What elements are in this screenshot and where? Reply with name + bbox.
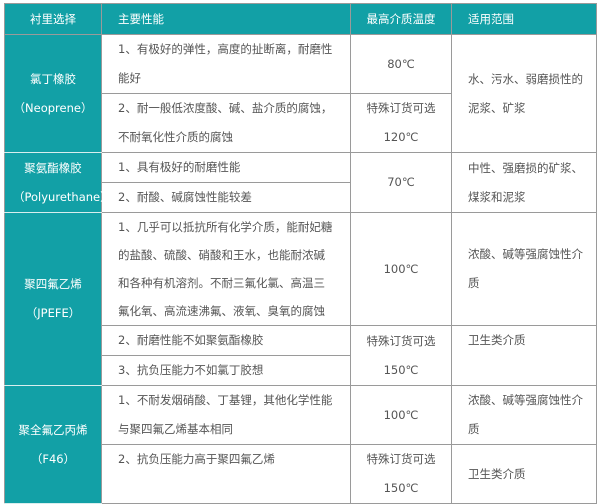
- performance-cell: 2、抗负压能力高于聚四氟乙烯: [101, 444, 351, 504]
- header-temperature: 最高介质温度: [350, 3, 452, 35]
- table-row: 聚四氟乙烯 （JPEFE） 1、几乎可以抵抗所有化学介质，能耐妃糖 的盐酸、硫酸…: [4, 212, 597, 386]
- table-row: 3、抗负压能力不如氯丁胶想: [5, 355, 597, 386]
- performance-cell: 2、耐一般低浓度酸、碱、盐介质的腐蚀， 不耐氧化性介质的腐蚀: [101, 93, 351, 153]
- scope-cell: 水、污水、弱磨损性的 泥浆、矿浆: [451, 34, 597, 153]
- lining-selection-table: 衬里选择 主要性能 最高介质温度 适用范围 氯丁橡胶 （Neoprene） 1、…: [4, 3, 597, 504]
- header-scope: 适用范围: [451, 3, 597, 35]
- performance-cell: 1、几乎可以抵抗所有化学介质，能耐妃糖 的盐酸、硫酸、硝酸和王水，也能耐浓碱 和…: [101, 212, 351, 326]
- table-row: 2、耐磨性能不如聚氨酯橡胶 特殊订货可选 150℃ 卫生类介质: [5, 325, 597, 386]
- scope-cell: 浓酸、碱等强腐蚀性介 质: [451, 212, 597, 326]
- temperature-cell: 特殊订货可选 120℃: [350, 93, 452, 153]
- performance-cell: 1、具有极好的耐磨性能: [101, 152, 351, 183]
- table-row: 聚全氟乙丙烯 （F46） 1、不耐发烟硝酸、丁基锂，其他化学性能 与聚四氟乙烯基…: [4, 385, 597, 504]
- temperature-cell: 特殊订货可选 150℃: [350, 325, 452, 386]
- temperature-cell: 70℃: [350, 152, 452, 213]
- table-row: 氯丁橡胶 （Neoprene） 1、有极好的弹性，高度的扯断离，耐磨性 能好 8…: [4, 34, 597, 153]
- temperature-cell: 100℃: [350, 385, 452, 445]
- performance-cell: 2、耐酸、碱腐蚀性能较差: [101, 182, 351, 213]
- performance-cell: 2、耐磨性能不如聚氨酯橡胶: [101, 325, 351, 356]
- header-material: 衬里选择: [4, 3, 102, 35]
- temperature-cell: 特殊订货可选 150℃: [350, 444, 452, 504]
- table-row: 2、耐一般低浓度酸、碱、盐介质的腐蚀， 不耐氧化性介质的腐蚀 特殊订货可选 12…: [5, 93, 597, 153]
- table-header: 衬里选择 主要性能 最高介质温度 适用范围: [4, 3, 597, 35]
- scope-cell: 中性、强磨损的矿浆、 煤浆和泥浆: [451, 152, 597, 213]
- temperature-cell: 100℃: [350, 212, 452, 326]
- table-row: 聚氨酯橡胶 （Polyurethane） 1、具有极好的耐磨性能 70℃ 中性、…: [4, 152, 597, 213]
- performance-cell: 1、不耐发烟硝酸、丁基锂，其他化学性能 与聚四氟乙烯基本相同: [101, 385, 351, 445]
- scope-cell: 卫生类介质: [451, 325, 597, 386]
- scope-cell: 浓酸、碱等强腐蚀性介 质: [451, 385, 597, 445]
- performance-cell: 3、抗负压能力不如氯丁胶想: [101, 355, 351, 386]
- material-cell: 氯丁橡胶 （Neoprene）: [4, 34, 102, 153]
- scope-cell: 卫生类介质: [451, 444, 597, 504]
- material-cell: 聚四氟乙烯 （JPEFE）: [4, 212, 102, 386]
- material-cell: 聚全氟乙丙烯 （F46）: [4, 385, 102, 504]
- material-cell: 聚氨酯橡胶 （Polyurethane）: [4, 152, 112, 213]
- performance-cell: 1、有极好的弹性，高度的扯断离，耐磨性 能好: [101, 34, 351, 94]
- temperature-cell: 80℃: [350, 34, 452, 94]
- header-performance: 主要性能: [101, 3, 351, 35]
